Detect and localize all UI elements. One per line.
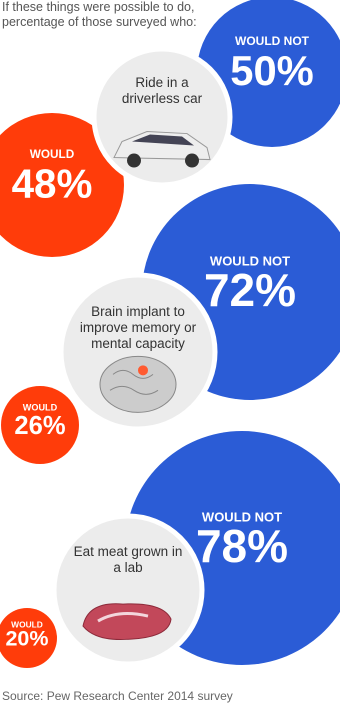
value-label: 20% <box>5 627 48 651</box>
category-label: WOULD NOT <box>235 34 310 48</box>
wheel <box>127 153 141 168</box>
question-circle <box>91 46 233 188</box>
question: Eat meat grown in a lab <box>73 544 183 576</box>
bubble <box>0 608 57 668</box>
illustration <box>99 355 177 413</box>
fat <box>97 612 149 623</box>
bubble <box>1 386 79 464</box>
question: Ride in a driverless car <box>121 74 203 106</box>
car-body <box>113 131 211 161</box>
brain-folds <box>109 369 159 395</box>
implant <box>138 365 148 376</box>
value-label: 78% <box>196 520 288 572</box>
category-label: WOULD NOT <box>210 253 290 268</box>
bubble <box>197 0 340 147</box>
category-label: WOULD <box>23 403 58 413</box>
question: Brain implant to improve memory or menta… <box>79 304 197 352</box>
value-label: 26% <box>14 412 65 440</box>
question-circle <box>58 272 218 432</box>
illustration <box>113 131 211 168</box>
question-circle <box>51 513 205 667</box>
value-label: 48% <box>12 161 93 207</box>
source: Source: Pew Research Center 2014 survey <box>2 689 233 703</box>
meat <box>82 603 172 641</box>
wheel <box>185 153 199 168</box>
brain <box>99 355 177 413</box>
value-label: 72% <box>204 264 296 316</box>
intro: If these things were possible to do, per… <box>2 0 197 29</box>
value-label: 50% <box>230 47 314 94</box>
category-label: WOULD <box>30 148 74 161</box>
category-label: WOULD <box>11 619 43 629</box>
illustration <box>82 603 172 641</box>
car-window <box>132 134 194 146</box>
bubble <box>0 113 124 257</box>
category-label: WOULD NOT <box>202 509 282 524</box>
